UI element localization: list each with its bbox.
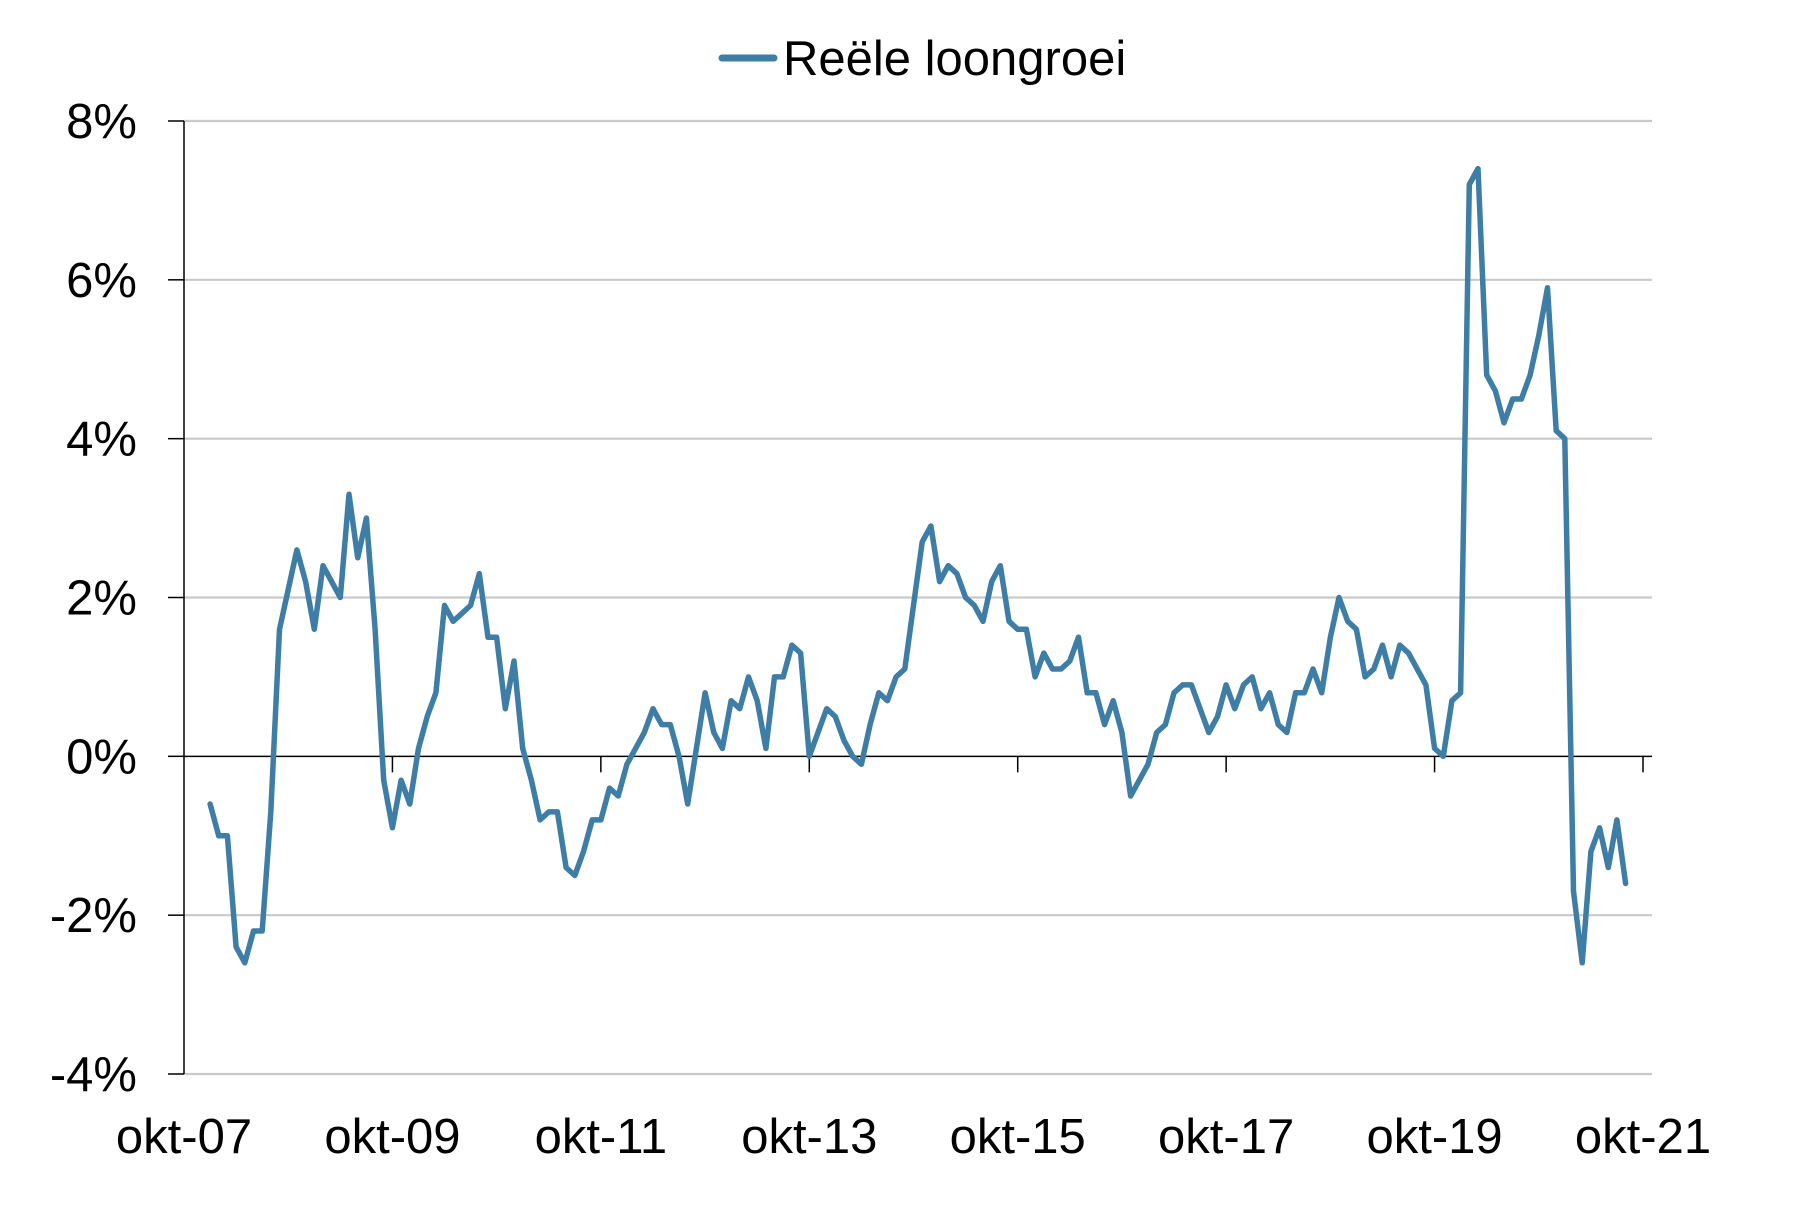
- series-lines: [207, 165, 1629, 966]
- x-tick-label: okt-07: [116, 1110, 252, 1164]
- y-tick-label: 0%: [66, 730, 137, 784]
- y-tick-label: 6%: [66, 254, 137, 308]
- y-tick-label: -2%: [50, 889, 137, 943]
- x-tick-label: okt-09: [324, 1110, 460, 1164]
- x-tick-label: okt-15: [950, 1110, 1086, 1164]
- x-tick-label: okt-19: [1366, 1110, 1502, 1164]
- y-tick-label: -4%: [50, 1048, 137, 1102]
- legend-label: Reële loongroei: [783, 32, 1126, 86]
- axes: [168, 120, 1652, 1075]
- x-tick-label: okt-21: [1575, 1110, 1711, 1164]
- gridlines: [184, 119, 1652, 1076]
- y-axis-tick-labels: -4% -2% 0% 2% 4% 6% 8%: [50, 95, 137, 1102]
- x-tick-label: okt-17: [1158, 1110, 1294, 1164]
- x-tick-label: okt-13: [741, 1110, 877, 1164]
- y-tick-label: 2%: [66, 572, 137, 626]
- y-tick-label: 8%: [66, 95, 137, 149]
- y-tick-label: 4%: [66, 413, 137, 467]
- series-line: [207, 165, 1629, 966]
- x-axis-tick-labels: okt-07 okt-09 okt-11 okt-13 okt-15 okt-17 okt-…: [116, 1110, 1711, 1164]
- legend: Reële loongroei: [718, 32, 1126, 86]
- x-tick-label: okt-11: [535, 1110, 668, 1164]
